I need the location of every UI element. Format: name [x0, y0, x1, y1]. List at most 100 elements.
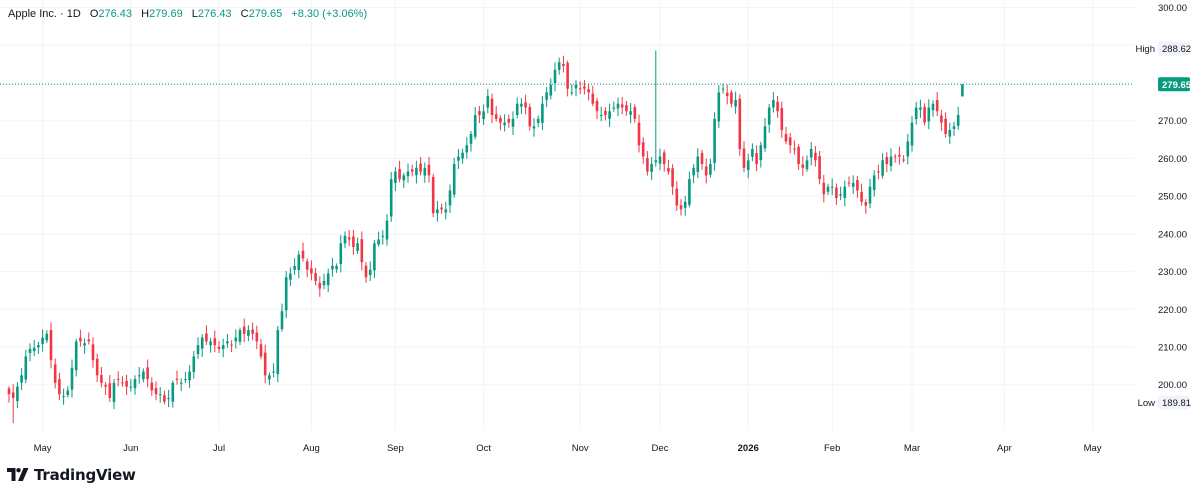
candle	[553, 62, 557, 92]
y-tick-label: 220.00	[1158, 305, 1187, 316]
candle	[427, 156, 431, 183]
candle	[305, 258, 309, 278]
candle-body	[704, 166, 708, 176]
candle-body	[830, 186, 834, 188]
tradingview-logo[interactable]: TradingView	[7, 466, 136, 484]
low-label: Low	[1138, 398, 1156, 409]
candle-body	[263, 352, 267, 376]
candle-body	[746, 160, 750, 171]
candle	[574, 80, 578, 97]
candle-body	[524, 102, 527, 108]
time-axis[interactable]: May Jun Jul Aug Sep Oct Nov Dec 2026 Feb Mar Apr May	[34, 443, 1102, 454]
candle	[221, 338, 225, 358]
last-price-value: 279.65	[1162, 80, 1192, 91]
candle-body	[360, 239, 364, 263]
candle-body	[654, 160, 658, 163]
candle-body	[415, 167, 418, 176]
candle	[87, 332, 91, 345]
candle-body	[280, 311, 284, 330]
candle	[692, 164, 695, 184]
candle-body	[557, 62, 561, 70]
candle-body	[150, 382, 154, 391]
candle	[620, 96, 624, 115]
candle-body	[767, 107, 771, 125]
candle-body	[881, 160, 884, 176]
candle-body	[662, 152, 666, 165]
candle-body	[826, 186, 830, 192]
candle	[935, 92, 939, 117]
high-price-badge: High 288.62	[1135, 41, 1191, 56]
candle-body	[604, 110, 607, 116]
candle	[129, 378, 133, 392]
candle	[368, 261, 372, 281]
candle-body	[356, 243, 359, 252]
candle	[847, 176, 851, 187]
candle	[738, 94, 742, 156]
candle	[860, 183, 863, 206]
candle-body	[717, 92, 721, 122]
candle	[809, 141, 813, 166]
candle	[524, 94, 527, 115]
candle	[431, 173, 435, 218]
candle-body	[247, 330, 250, 336]
open-value: 276.43	[98, 8, 133, 20]
candle	[578, 81, 582, 95]
candle-body	[95, 358, 99, 376]
candle	[205, 325, 208, 346]
candle-body	[511, 118, 515, 127]
candle-body	[394, 171, 397, 183]
candle-body	[175, 378, 179, 380]
candle-body	[528, 107, 532, 127]
candle-body	[431, 176, 435, 214]
candle-body	[20, 375, 23, 383]
candle	[259, 338, 263, 360]
tradingview-logo-text: TradingView	[34, 466, 136, 484]
price-axis[interactable]: 300.00290.00280.00270.00260.00250.00240.…	[1158, 3, 1187, 391]
candle	[595, 97, 599, 120]
candle	[28, 343, 32, 362]
candle-body	[515, 103, 519, 115]
candle-body	[839, 194, 842, 196]
candle-body	[633, 107, 637, 119]
candle	[814, 146, 817, 167]
candle	[902, 155, 905, 163]
candle	[839, 186, 842, 201]
candle	[79, 329, 82, 347]
candle	[83, 338, 86, 354]
candle-body	[297, 254, 301, 271]
candle	[230, 340, 233, 353]
candle-body	[259, 344, 263, 357]
low-price-badge: Low 189.81	[1138, 395, 1191, 410]
candle	[184, 371, 187, 384]
candle	[696, 148, 700, 178]
candle-body	[452, 164, 456, 195]
candle	[566, 60, 569, 97]
candle	[658, 148, 662, 171]
candle-body	[217, 346, 221, 349]
candle	[410, 164, 414, 177]
candle	[843, 180, 847, 207]
candle	[167, 389, 170, 408]
candle	[238, 327, 242, 346]
candle-body	[780, 108, 784, 131]
candle	[364, 262, 368, 283]
candle-body	[251, 329, 254, 334]
candle-body	[49, 329, 53, 361]
candle-body	[91, 344, 95, 361]
candle-body	[284, 277, 288, 311]
x-tick-label: May	[34, 443, 52, 454]
candle	[520, 97, 523, 114]
candle-body	[289, 273, 292, 280]
y-tick-label: 250.00	[1158, 192, 1187, 203]
candle-body	[574, 84, 578, 89]
candle	[91, 337, 95, 368]
candle	[284, 271, 288, 319]
candle-body	[625, 105, 628, 112]
candle	[11, 384, 15, 424]
symbol-name[interactable]: Apple Inc. · 1D	[8, 8, 81, 20]
candle-body	[612, 107, 616, 109]
candle	[536, 115, 540, 128]
symbol-legend[interactable]: Apple Inc. · 1D O276.43 H279.69 L276.43 …	[8, 8, 367, 20]
candle	[381, 230, 385, 245]
